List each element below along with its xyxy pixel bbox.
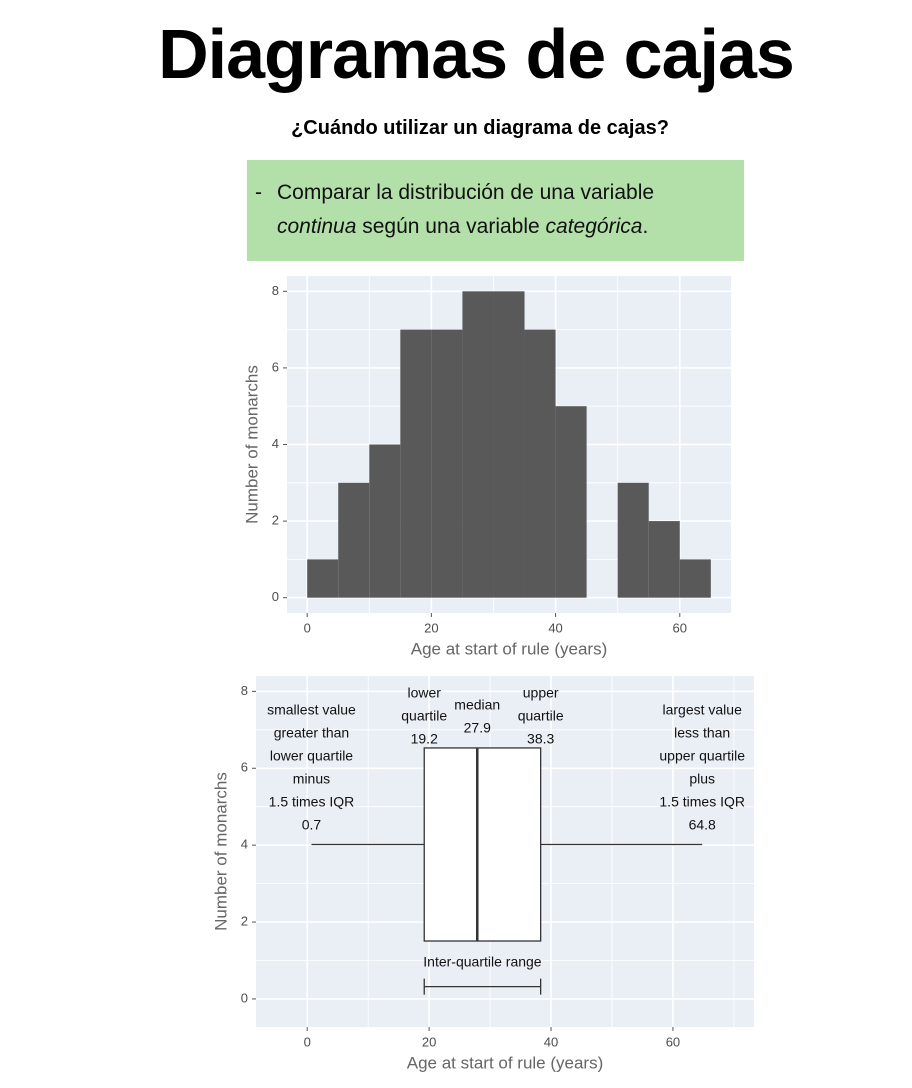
bullet: - (255, 181, 262, 204)
annotation-line: upper (523, 685, 559, 701)
histogram-bar (400, 329, 432, 598)
x-tick-label: 0 (304, 620, 311, 635)
annotation-line: upper quartile (659, 748, 745, 764)
histogram-bar (493, 291, 525, 598)
annotation-line: greater than (274, 725, 350, 741)
annotation-line: largest value (662, 702, 742, 718)
iqr-label: Inter-quartile range (423, 953, 542, 969)
note-part: Comparar la distribución de una variable (277, 181, 660, 204)
histogram-bar (679, 559, 711, 598)
x-tick-label: 20 (422, 1034, 436, 1049)
y-axis-label: Number of monarchs (211, 772, 230, 931)
note-part: continua (277, 215, 357, 238)
y-tick-label: 4 (241, 837, 248, 852)
note-text: Comparar la distribución de una variable… (277, 181, 660, 238)
histogram-bar (555, 406, 587, 598)
y-tick-label: 6 (241, 760, 248, 775)
y-tick-label: 0 (241, 990, 248, 1005)
slide-subtitle: ¿Cuándo utilizar un diagrama de cajas? (291, 117, 669, 139)
annotation-line: median (454, 697, 500, 713)
histogram-bar (307, 559, 339, 598)
histogram-bar (524, 329, 556, 598)
annotation-line: less than (674, 725, 730, 741)
histogram-bar (431, 329, 463, 598)
annotation-line: lower quartile (270, 748, 353, 764)
box (423, 747, 542, 942)
histogram-bar (369, 444, 401, 598)
value-label: 38.3 (527, 731, 554, 747)
y-tick-label: 8 (241, 683, 248, 698)
x-tick-label: 20 (424, 620, 438, 635)
y-tick-label: 6 (272, 359, 279, 374)
value-label: 64.8 (689, 817, 716, 833)
annotation-line: minus (293, 771, 330, 787)
annotation-line: 1.5 times IQR (269, 794, 355, 810)
y-tick-label: 2 (272, 513, 279, 528)
note-part: . (642, 215, 649, 238)
x-axis-label: Age at start of rule (years) (407, 1053, 604, 1072)
value-label: 0.7 (302, 817, 322, 833)
y-tick-label: 0 (272, 589, 279, 604)
y-tick-label: 4 (272, 436, 279, 451)
annotation-line: quartile (401, 708, 447, 724)
annotation-line: 1.5 times IQR (659, 794, 745, 810)
y-tick-label: 2 (241, 913, 248, 928)
histogram-bar (617, 482, 649, 598)
x-tick-label: 60 (673, 620, 687, 635)
note-box: - Comparar la distribución de una variab… (247, 160, 744, 261)
annotation-line: plus (689, 771, 715, 787)
x-axis-label: Age at start of rule (years) (411, 639, 608, 658)
note-part: categórica (545, 215, 643, 238)
x-tick-label: 40 (548, 620, 562, 635)
histogram-bar (462, 291, 494, 598)
annotation-line: smallest value (267, 702, 356, 718)
note-part: según una variable (356, 215, 546, 238)
histogram-bar (648, 521, 680, 598)
histogram-bar (338, 482, 370, 598)
x-tick-label: 60 (666, 1034, 680, 1049)
x-tick-label: 0 (304, 1034, 311, 1049)
value-label: 19.2 (411, 731, 438, 747)
x-tick-label: 40 (544, 1034, 558, 1049)
value-label: 27.9 (464, 720, 491, 736)
y-tick-label: 8 (272, 283, 279, 298)
slide-title: Diagramas de cajas (158, 15, 795, 93)
annotation-line: lower (408, 685, 442, 701)
y-axis-label: Number of monarchs (242, 365, 261, 524)
annotation-line: quartile (518, 708, 564, 724)
